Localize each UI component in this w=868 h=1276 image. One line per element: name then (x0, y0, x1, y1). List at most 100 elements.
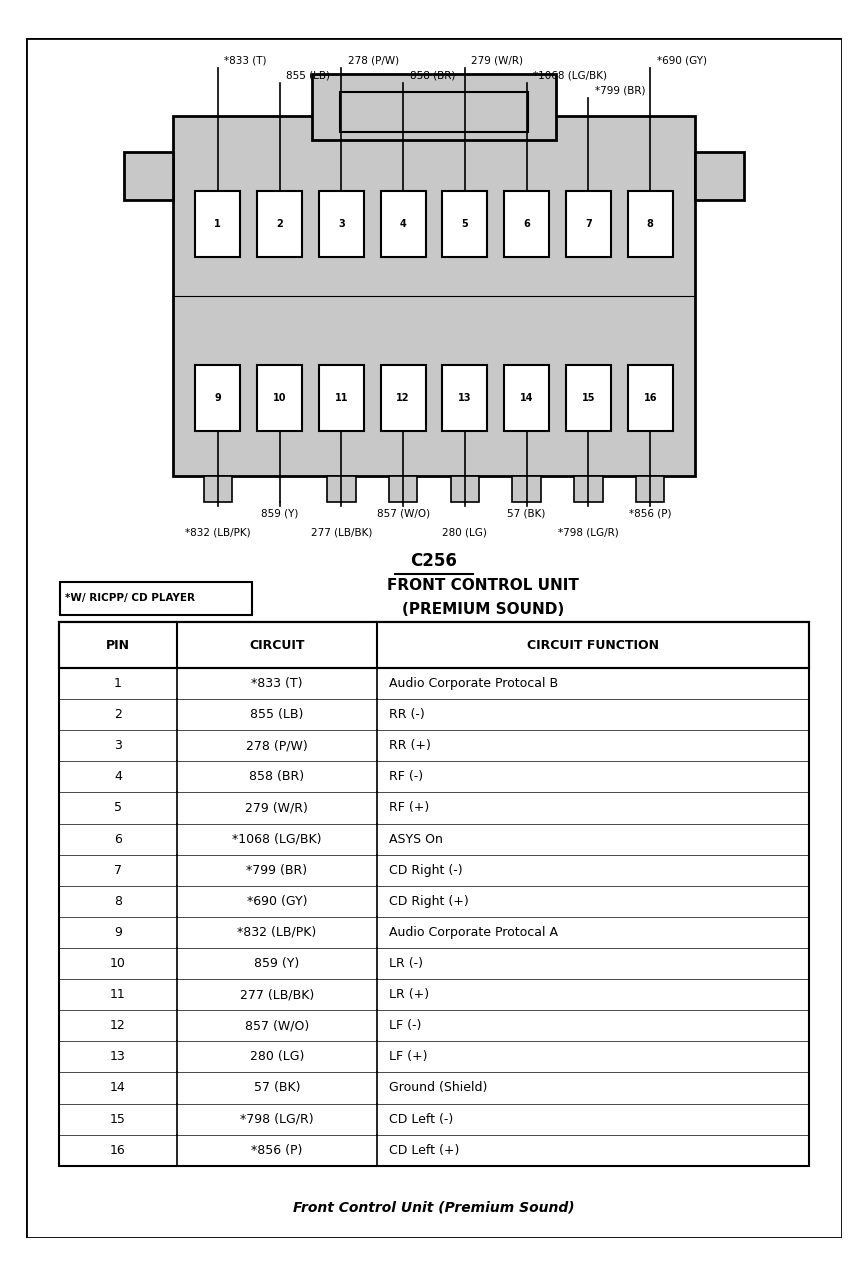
Text: 16: 16 (643, 393, 657, 403)
Bar (203, 476, 232, 503)
Text: 279 (W/R): 279 (W/R) (471, 56, 523, 66)
Text: *690 (GY): *690 (GY) (657, 56, 707, 66)
Text: 6: 6 (523, 219, 530, 230)
Text: 858 (BR): 858 (BR) (249, 771, 305, 783)
Bar (381, 365, 425, 431)
Text: LF (-): LF (-) (389, 1020, 422, 1032)
Bar (59, 623, 809, 1166)
Text: 280 (LG): 280 (LG) (250, 1050, 304, 1063)
Bar (327, 476, 356, 503)
Text: 3: 3 (338, 219, 345, 230)
Text: *1068 (LG/BK): *1068 (LG/BK) (533, 70, 608, 80)
Text: 9: 9 (114, 926, 122, 939)
Text: 13: 13 (110, 1050, 126, 1063)
Bar (628, 365, 673, 431)
Text: 278 (P/W): 278 (P/W) (246, 739, 308, 753)
Bar (60, 582, 252, 615)
Text: 8: 8 (114, 894, 122, 907)
Text: *798 (LG/R): *798 (LG/R) (558, 528, 619, 537)
Text: 4: 4 (400, 219, 406, 230)
Text: RR (-): RR (-) (389, 708, 424, 721)
Text: 57 (BK): 57 (BK) (253, 1082, 300, 1095)
Text: 11: 11 (334, 393, 348, 403)
Text: 857 (W/O): 857 (W/O) (245, 1020, 309, 1032)
Text: 859 (Y): 859 (Y) (254, 957, 299, 970)
Bar (173, 116, 695, 476)
Text: CD Left (+): CD Left (+) (389, 1143, 459, 1157)
Text: ASYS On: ASYS On (389, 833, 443, 846)
Bar (443, 365, 487, 431)
Bar (257, 191, 302, 258)
Text: 2: 2 (276, 219, 283, 230)
Text: 279 (W/R): 279 (W/R) (246, 801, 308, 814)
Text: 14: 14 (110, 1082, 126, 1095)
Text: *1068 (LG/BK): *1068 (LG/BK) (232, 833, 322, 846)
Text: CIRCUIT: CIRCUIT (249, 639, 305, 652)
Text: 1: 1 (214, 219, 221, 230)
Text: 10: 10 (110, 957, 126, 970)
Bar (574, 476, 602, 503)
Text: 12: 12 (110, 1020, 126, 1032)
Bar (566, 191, 611, 258)
Bar (319, 191, 364, 258)
Bar (340, 92, 528, 131)
Bar (636, 476, 665, 503)
Bar (695, 152, 744, 200)
Text: Ground (Shield): Ground (Shield) (389, 1082, 488, 1095)
Text: 277 (LB/BK): 277 (LB/BK) (240, 988, 314, 1002)
Text: 57 (BK): 57 (BK) (508, 508, 546, 518)
Text: 857 (W/O): 857 (W/O) (377, 508, 430, 518)
Bar (389, 476, 418, 503)
Text: CD Right (-): CD Right (-) (389, 864, 463, 877)
Text: LR (+): LR (+) (389, 988, 430, 1002)
Text: 277 (LB/BK): 277 (LB/BK) (311, 528, 372, 537)
Text: CD Left (-): CD Left (-) (389, 1113, 453, 1125)
Text: RF (-): RF (-) (389, 771, 424, 783)
Text: *833 (T): *833 (T) (224, 56, 266, 66)
Text: 12: 12 (397, 393, 410, 403)
Text: *W/ RICPP/ CD PLAYER: *W/ RICPP/ CD PLAYER (65, 593, 195, 604)
Text: CIRCUIT FUNCTION: CIRCUIT FUNCTION (527, 639, 659, 652)
Bar (443, 191, 487, 258)
Bar (195, 191, 240, 258)
Bar (504, 191, 549, 258)
Text: *798 (LG/R): *798 (LG/R) (240, 1113, 313, 1125)
Text: *799 (BR): *799 (BR) (595, 85, 646, 96)
Bar (319, 365, 364, 431)
Bar (450, 476, 479, 503)
Text: 5: 5 (462, 219, 468, 230)
Text: *856 (P): *856 (P) (251, 1143, 303, 1157)
Text: *856 (P): *856 (P) (629, 508, 672, 518)
Text: 855 (LB): 855 (LB) (286, 70, 330, 80)
Text: Audio Corporate Protocal B: Audio Corporate Protocal B (389, 678, 558, 690)
Text: *799 (BR): *799 (BR) (247, 864, 307, 877)
Text: 858 (BR): 858 (BR) (410, 70, 455, 80)
Bar (504, 365, 549, 431)
Text: C256: C256 (411, 551, 457, 569)
Bar (381, 191, 425, 258)
Text: *833 (T): *833 (T) (251, 678, 303, 690)
Text: 859 (Y): 859 (Y) (261, 508, 299, 518)
Text: 15: 15 (110, 1113, 126, 1125)
Text: 6: 6 (114, 833, 122, 846)
Text: FRONT CONTROL UNIT: FRONT CONTROL UNIT (387, 578, 579, 593)
Text: CD Right (+): CD Right (+) (389, 894, 469, 907)
Text: 13: 13 (458, 393, 471, 403)
Bar (512, 476, 541, 503)
Text: 2: 2 (114, 708, 122, 721)
Text: LR (-): LR (-) (389, 957, 423, 970)
Text: 8: 8 (647, 219, 654, 230)
Text: LF (+): LF (+) (389, 1050, 428, 1063)
Text: 855 (LB): 855 (LB) (250, 708, 304, 721)
Bar (257, 365, 302, 431)
Text: PIN: PIN (106, 639, 130, 652)
Text: 3: 3 (114, 739, 122, 753)
Text: RR (+): RR (+) (389, 739, 431, 753)
Text: *832 (LB/PK): *832 (LB/PK) (185, 528, 251, 537)
Text: 16: 16 (110, 1143, 126, 1157)
Text: 9: 9 (214, 393, 221, 403)
Text: *690 (GY): *690 (GY) (247, 894, 307, 907)
Text: 4: 4 (114, 771, 122, 783)
Bar (124, 152, 173, 200)
Text: 280 (LG): 280 (LG) (443, 528, 487, 537)
